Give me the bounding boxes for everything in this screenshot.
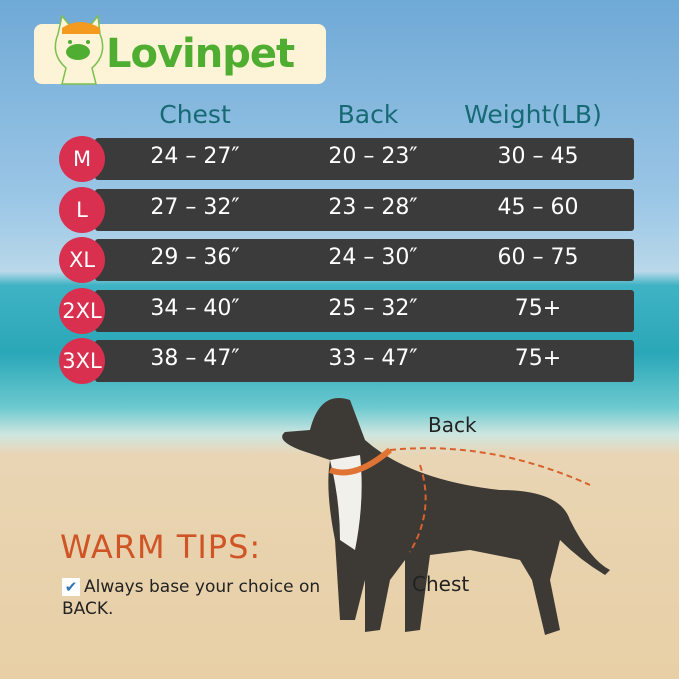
cat-mascot-icon <box>54 14 104 85</box>
size-row: 34 – 40″ 25 – 32″ 75+ <box>95 289 634 332</box>
chest-value: 34 – 40″ <box>150 295 240 321</box>
check-icon: ✔ <box>62 578 80 596</box>
chest-value: 24 – 27″ <box>150 144 240 169</box>
chest-value: 27 – 32″ <box>150 194 240 220</box>
size-row: 29 – 36″ 24 – 30″ 60 – 75 <box>95 239 634 281</box>
size-row: 24 – 27″ 20 – 23″ 30 – 45 <box>95 138 634 180</box>
size-badge: XL <box>59 237 105 283</box>
size-row: 38 – 47″ 33 – 47″ 75+ <box>95 340 634 382</box>
back-value: 20 – 23″ <box>328 144 418 169</box>
chest-label: Chest <box>412 572 470 596</box>
weight-value: 45 – 60 <box>497 194 579 220</box>
brand-name: Lovinpet <box>106 31 295 77</box>
weight-value: 60 – 75 <box>497 245 579 270</box>
tip-text: Always base your choice on BACK. <box>62 577 321 619</box>
warm-tips-title: WARM TIPS: <box>60 528 262 566</box>
back-value: 23 – 28″ <box>328 194 418 220</box>
size-badge: 2XL <box>59 287 105 334</box>
header-chest: Chest <box>159 100 231 129</box>
lovinpet-logo: Lovinpet <box>34 14 326 85</box>
back-label: Back <box>428 413 477 437</box>
size-badge: M <box>59 136 105 182</box>
back-value: 33 – 47″ <box>328 346 418 371</box>
header-weight: Weight(LB) <box>464 100 602 129</box>
size-row: 27 – 32″ 23 – 28″ 45 – 60 <box>95 188 634 231</box>
back-value: 25 – 32″ <box>328 295 418 321</box>
chest-value: 29 – 36″ <box>150 245 240 270</box>
chest-value: 38 – 47″ <box>150 346 240 371</box>
weight-value: 75+ <box>514 346 562 371</box>
warm-tip: ✔ Always base your choice on BACK. <box>62 576 322 620</box>
dog-illustration <box>282 398 610 635</box>
size-badge: 3XL <box>59 338 105 384</box>
weight-value: 30 – 45 <box>497 144 579 169</box>
header-back: Back <box>337 100 399 129</box>
weight-value: 75+ <box>514 295 562 321</box>
size-badge: L <box>59 186 105 233</box>
back-value: 24 – 30″ <box>328 245 418 270</box>
